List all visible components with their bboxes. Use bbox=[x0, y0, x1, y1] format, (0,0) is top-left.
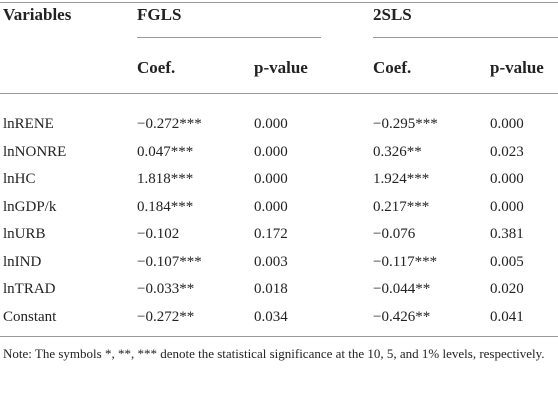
table-cell: 0.000 bbox=[490, 116, 524, 132]
column-group-header: 2SLS bbox=[373, 5, 412, 24]
table-note: Note: The symbols *, **, *** denote the … bbox=[3, 346, 545, 361]
table-cell: 0.000 bbox=[254, 171, 288, 187]
group-rule bbox=[137, 37, 321, 38]
table-cell: 0.000 bbox=[254, 143, 288, 160]
bottom-rule bbox=[0, 336, 558, 337]
row-label: Constant bbox=[3, 308, 57, 325]
table-cell: 0.005 bbox=[490, 253, 524, 270]
table-cell: 1.924*** bbox=[373, 171, 430, 187]
table-cell: 1.818*** bbox=[137, 171, 194, 187]
table-cell: 0.217*** bbox=[373, 198, 430, 215]
header-rule bbox=[0, 93, 558, 94]
table-cell: 0.003 bbox=[254, 253, 288, 270]
table-cell: 0.018 bbox=[254, 281, 288, 297]
table-cell: 0.172 bbox=[254, 226, 288, 242]
table-cell: 0.023 bbox=[490, 143, 524, 160]
column-header: p-value bbox=[254, 58, 308, 77]
column-header: Coef. bbox=[373, 58, 412, 77]
table-cell: 0.000 bbox=[490, 198, 524, 215]
table-cell: −0.102 bbox=[137, 226, 180, 242]
table-cell: 0.041 bbox=[490, 308, 524, 325]
table-cell: −0.044** bbox=[373, 281, 431, 297]
table-cell: −0.295*** bbox=[373, 116, 438, 132]
table-cell: 0.034 bbox=[254, 308, 288, 325]
row-label: lnNONRE bbox=[3, 143, 67, 160]
row-label: lnURB bbox=[3, 226, 46, 242]
column-group-header: Variables bbox=[3, 5, 72, 24]
row-label: lnHC bbox=[3, 171, 36, 187]
row-label: lnGDP/k bbox=[3, 198, 57, 215]
column-group-header: FGLS bbox=[137, 5, 182, 24]
table-cell: 0.000 bbox=[254, 198, 288, 215]
table-cell: −0.033** bbox=[137, 281, 195, 297]
table-cell: 0.326** bbox=[373, 143, 422, 160]
column-header: p-value bbox=[490, 58, 544, 77]
table-cell: 0.184*** bbox=[137, 198, 194, 215]
table-cell: −0.426** bbox=[373, 308, 431, 325]
table-cell: −0.107*** bbox=[137, 253, 202, 270]
column-header: Coef. bbox=[137, 58, 176, 77]
row-label: lnRENE bbox=[3, 116, 54, 132]
table-cell: 0.381 bbox=[490, 226, 524, 242]
table-cell: 0.000 bbox=[254, 116, 288, 132]
table-cell: 0.000 bbox=[490, 171, 524, 187]
row-label: lnIND bbox=[3, 253, 42, 270]
table-cell: −0.117*** bbox=[373, 253, 438, 270]
table-cell: −0.076 bbox=[373, 226, 416, 242]
group-rule bbox=[373, 37, 558, 38]
table-cell: 0.020 bbox=[490, 281, 524, 297]
top-rule bbox=[0, 2, 558, 3]
table-cell: −0.272*** bbox=[137, 116, 202, 132]
table-cell: 0.047*** bbox=[137, 143, 194, 160]
row-label: lnTRAD bbox=[3, 281, 56, 297]
table-cell: −0.272** bbox=[137, 308, 195, 325]
